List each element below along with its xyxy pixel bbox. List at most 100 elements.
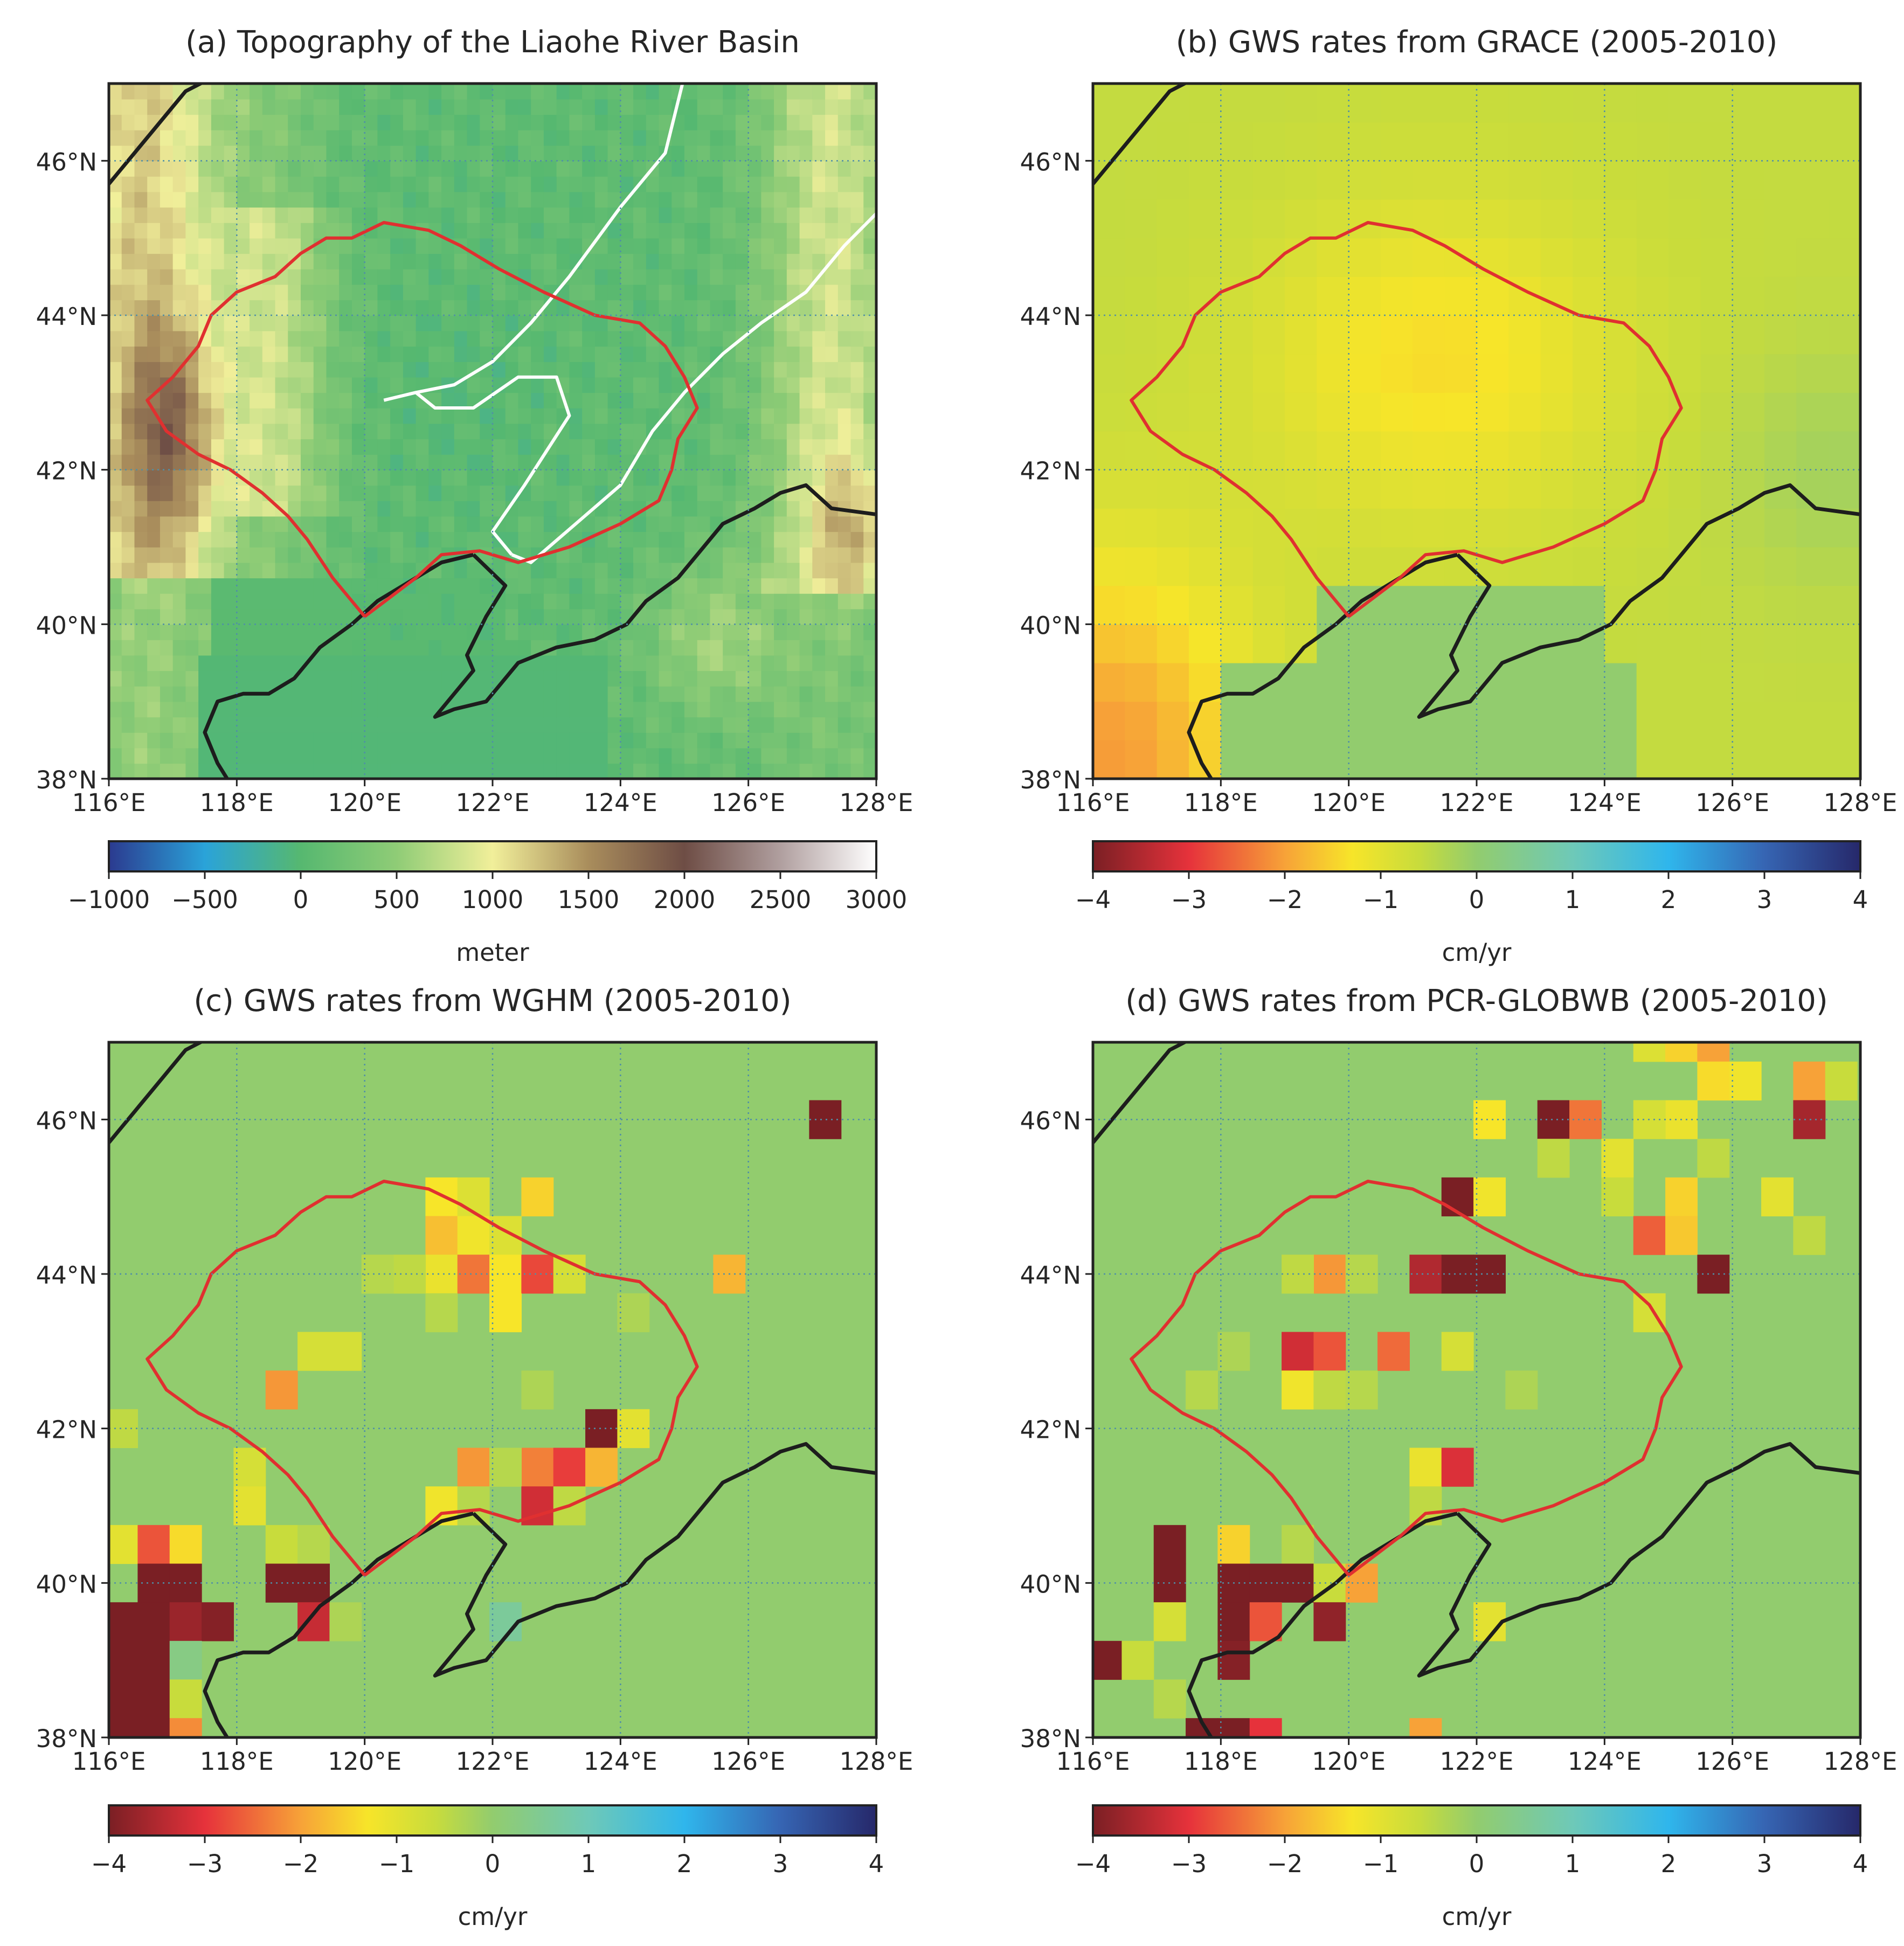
elevation-cell xyxy=(160,454,174,470)
elevation-cell xyxy=(684,578,698,594)
elevation-cell xyxy=(480,161,493,177)
elevation-cell xyxy=(620,732,634,749)
elevation-cell xyxy=(262,114,276,130)
grace-cell xyxy=(1508,392,1541,432)
elevation-cell xyxy=(109,84,122,100)
elevation-cell xyxy=(671,501,685,517)
elevation-cell xyxy=(428,516,442,532)
elevation-cell xyxy=(211,578,225,594)
elevation-cell xyxy=(774,747,787,764)
grace-cell xyxy=(1636,508,1669,548)
elevation-cell xyxy=(454,732,468,749)
elevation-cell xyxy=(416,191,430,208)
elevation-cell xyxy=(134,423,148,440)
elevation-cell xyxy=(684,701,698,718)
elevation-cell xyxy=(313,732,327,749)
wghm-cell xyxy=(489,1293,522,1333)
map-area xyxy=(109,1042,876,1737)
grace-cell xyxy=(1221,431,1254,470)
elevation-cell xyxy=(761,578,774,594)
elevation-cell xyxy=(786,269,800,285)
elevation-cell xyxy=(837,300,851,316)
elevation-cell xyxy=(351,145,365,162)
elevation-cell xyxy=(837,469,851,486)
elevation-cell xyxy=(134,469,148,486)
grace-cell xyxy=(1444,431,1477,470)
elevation-cell xyxy=(454,640,468,656)
lat-tick-label: 38°N xyxy=(1020,766,1081,794)
pcr-cell xyxy=(1282,1370,1314,1410)
elevation-cell xyxy=(390,408,404,424)
elevation-cell xyxy=(237,269,250,285)
elevation-cell xyxy=(671,238,685,254)
elevation-cell xyxy=(275,547,289,563)
elevation-cell xyxy=(825,362,839,378)
elevation-cell xyxy=(326,439,340,455)
elevation-cell xyxy=(735,284,749,301)
elevation-cell xyxy=(480,640,493,656)
elevation-cell xyxy=(109,717,122,733)
elevation-cell xyxy=(594,269,608,285)
elevation-cell xyxy=(454,608,468,625)
elevation-cell xyxy=(403,191,417,208)
elevation-cell xyxy=(403,114,417,130)
elevation-cell xyxy=(480,238,493,254)
elevation-cell xyxy=(313,84,327,100)
elevation-cell xyxy=(697,655,711,671)
elevation-cell xyxy=(518,223,531,239)
elevation-cell xyxy=(339,315,352,331)
elevation-cell xyxy=(812,330,826,347)
grace-cell xyxy=(1381,122,1413,161)
elevation-cell xyxy=(403,717,417,733)
elevation-cell xyxy=(799,300,813,316)
elevation-cell xyxy=(237,608,250,625)
elevation-cell xyxy=(428,84,442,100)
elevation-cell xyxy=(582,469,596,486)
elevation-cell xyxy=(671,593,685,610)
elevation-cell xyxy=(390,640,404,656)
elevation-cell xyxy=(121,670,135,687)
elevation-cell xyxy=(390,253,404,269)
elevation-cell xyxy=(172,392,186,408)
elevation-cell xyxy=(723,732,736,749)
panel-a-title: (a) Topography of the Liaohe River Basin xyxy=(185,25,800,60)
grace-cell xyxy=(1285,199,1317,239)
elevation-cell xyxy=(416,670,430,687)
grace-cell xyxy=(1796,469,1829,509)
elevation-cell xyxy=(339,176,352,192)
elevation-cell xyxy=(351,207,365,223)
elevation-cell xyxy=(390,701,404,718)
elevation-cell xyxy=(351,562,365,579)
elevation-cell xyxy=(620,392,634,408)
wghm-cell xyxy=(457,1448,490,1487)
grace-cell xyxy=(1444,624,1477,663)
elevation-cell xyxy=(160,547,174,563)
elevation-cell xyxy=(723,608,736,625)
elevation-cell xyxy=(543,408,557,424)
elevation-cell xyxy=(825,269,839,285)
grace-cell xyxy=(1413,161,1445,200)
elevation-cell xyxy=(850,655,864,671)
elevation-cell xyxy=(735,732,749,749)
wghm-cell xyxy=(169,1525,202,1564)
pcr-cell xyxy=(1665,1042,1698,1062)
elevation-cell xyxy=(761,686,774,702)
elevation-cell xyxy=(493,747,506,764)
grace-cell xyxy=(1700,354,1733,393)
elevation-cell xyxy=(288,485,301,501)
elevation-cell xyxy=(684,99,698,115)
elevation-cell xyxy=(786,84,800,100)
grace-cell xyxy=(1157,740,1189,779)
elevation-cell xyxy=(850,315,864,331)
elevation-cell xyxy=(301,624,314,640)
elevation-cell xyxy=(543,300,557,316)
elevation-cell xyxy=(441,485,455,501)
elevation-cell xyxy=(147,670,161,687)
elevation-cell xyxy=(441,408,455,424)
wghm-cell xyxy=(425,1293,458,1333)
elevation-cell xyxy=(569,485,583,501)
grace-cell xyxy=(1604,122,1637,161)
elevation-cell xyxy=(185,207,199,223)
grace-cell xyxy=(1093,84,1125,123)
